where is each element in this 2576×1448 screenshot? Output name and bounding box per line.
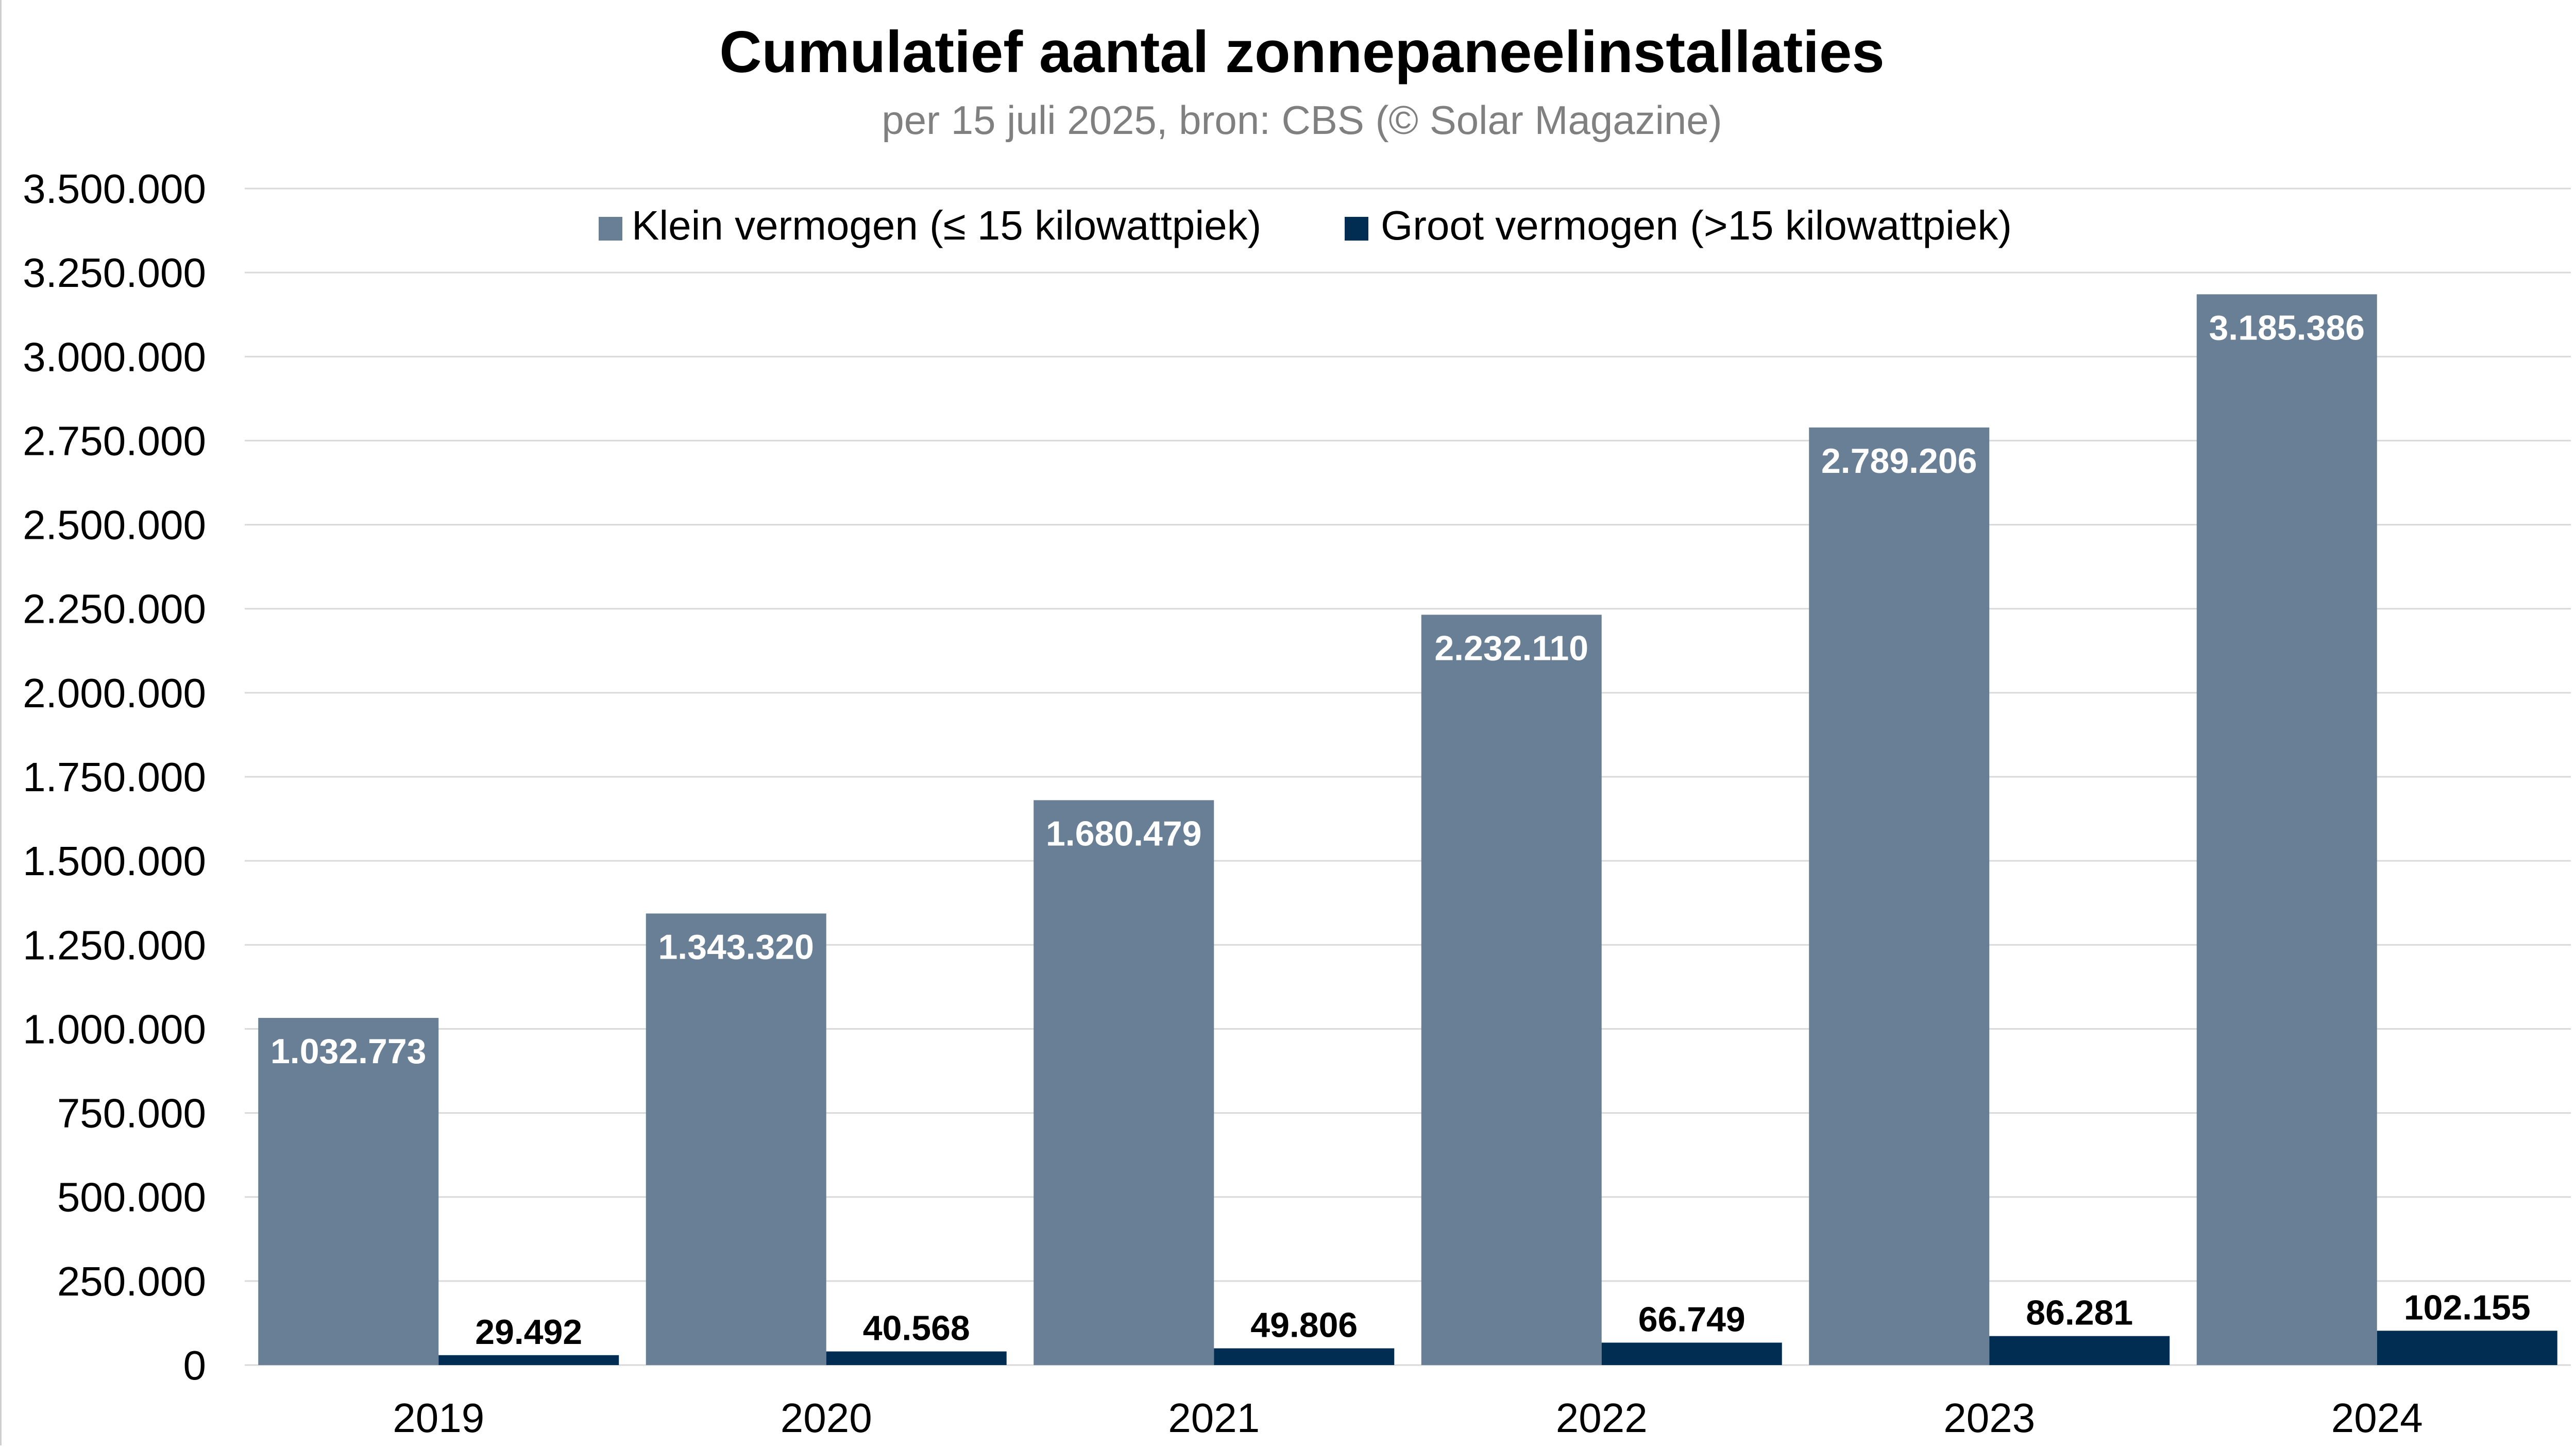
bar-groot-vermogen xyxy=(1601,1342,1782,1365)
y-tick-label: 1.000.000 xyxy=(23,1006,206,1052)
x-tick-label: 2021 xyxy=(1168,1395,1260,1441)
x-axis-ticks: 2019 2020 2021 2022 2023 2024 xyxy=(393,1395,2422,1441)
data-label-groot: 29.492 xyxy=(475,1313,582,1352)
gridlines xyxy=(245,188,2571,1366)
bar-klein-vermogen xyxy=(258,1018,439,1365)
data-label-groot: 66.749 xyxy=(1638,1300,1745,1339)
y-tick-label: 1.500.000 xyxy=(23,838,206,884)
y-tick-label: 3.000.000 xyxy=(23,334,206,380)
y-tick-label: 3.500.000 xyxy=(23,166,206,212)
bar-klein-vermogen xyxy=(646,913,826,1365)
data-label-groot: 102.155 xyxy=(2404,1288,2531,1327)
data-label-klein: 2.232.110 xyxy=(1434,628,1588,668)
x-tick-label: 2023 xyxy=(1943,1395,2035,1441)
x-tick-label: 2024 xyxy=(2331,1395,2423,1441)
data-label-klein: 1.680.479 xyxy=(1046,814,1202,853)
bars xyxy=(258,294,2557,1365)
y-tick-label: 1.250.000 xyxy=(23,922,206,968)
data-labels: 1.032.773 29.492 1.343.320 40.568 1.680.479 4… xyxy=(270,308,2531,1351)
data-label-klein: 1.032.773 xyxy=(270,1032,427,1071)
bar-groot-vermogen xyxy=(1214,1348,1395,1365)
data-label-groot: 86.281 xyxy=(2026,1293,2133,1333)
y-tick-label: 1.750.000 xyxy=(23,754,206,800)
x-tick-label: 2019 xyxy=(393,1395,484,1441)
data-label-klein: 3.185.386 xyxy=(2209,308,2365,347)
chart-title: Cumulatief aantal zonnepaneelinstallatie… xyxy=(719,20,1885,85)
chart-subtitle: per 15 juli 2025, bron: CBS (© Solar Mag… xyxy=(882,97,1722,143)
bar-klein-vermogen xyxy=(1809,427,1990,1365)
data-label-groot: 40.568 xyxy=(863,1309,970,1348)
y-tick-label: 3.250.000 xyxy=(23,250,206,296)
y-tick-label: 2.250.000 xyxy=(23,586,206,632)
y-tick-label: 2.750.000 xyxy=(23,418,206,464)
left-frame-border xyxy=(0,0,2,1445)
bar-groot-vermogen xyxy=(438,1355,619,1365)
y-axis-ticks: 0 250.000 500.000 750.000 1.000.000 1.250.000… xyxy=(23,166,206,1388)
y-tick-label: 2.000.000 xyxy=(23,670,206,716)
bar-groot-vermogen xyxy=(1989,1336,2170,1365)
y-tick-label: 750.000 xyxy=(57,1091,206,1136)
legend: Klein vermogen (≤ 15 kilowattpiek) Groot … xyxy=(599,202,2012,248)
y-tick-label: 2.500.000 xyxy=(23,502,206,548)
bar-klein-vermogen xyxy=(1033,800,1214,1365)
bar-klein-vermogen xyxy=(2196,294,2377,1365)
bar-groot-vermogen xyxy=(826,1351,1007,1365)
x-tick-label: 2020 xyxy=(781,1395,872,1441)
y-tick-label: 500.000 xyxy=(57,1174,206,1220)
bar-klein-vermogen xyxy=(1421,615,1602,1365)
legend-label-klein: Klein vermogen (≤ 15 kilowattpiek) xyxy=(632,202,1261,248)
legend-swatch-klein xyxy=(599,217,622,241)
x-tick-label: 2022 xyxy=(1556,1395,1648,1441)
y-tick-label: 250.000 xyxy=(57,1258,206,1304)
bar-groot-vermogen xyxy=(2377,1331,2557,1365)
data-label-groot: 49.806 xyxy=(1250,1305,1358,1344)
data-label-klein: 1.343.320 xyxy=(658,927,814,966)
legend-swatch-groot xyxy=(1345,217,1368,241)
data-label-klein: 2.789.206 xyxy=(1821,441,1977,481)
y-tick-label: 0 xyxy=(183,1342,207,1388)
legend-label-groot: Groot vermogen (>15 kilowattpiek) xyxy=(1381,202,2012,248)
